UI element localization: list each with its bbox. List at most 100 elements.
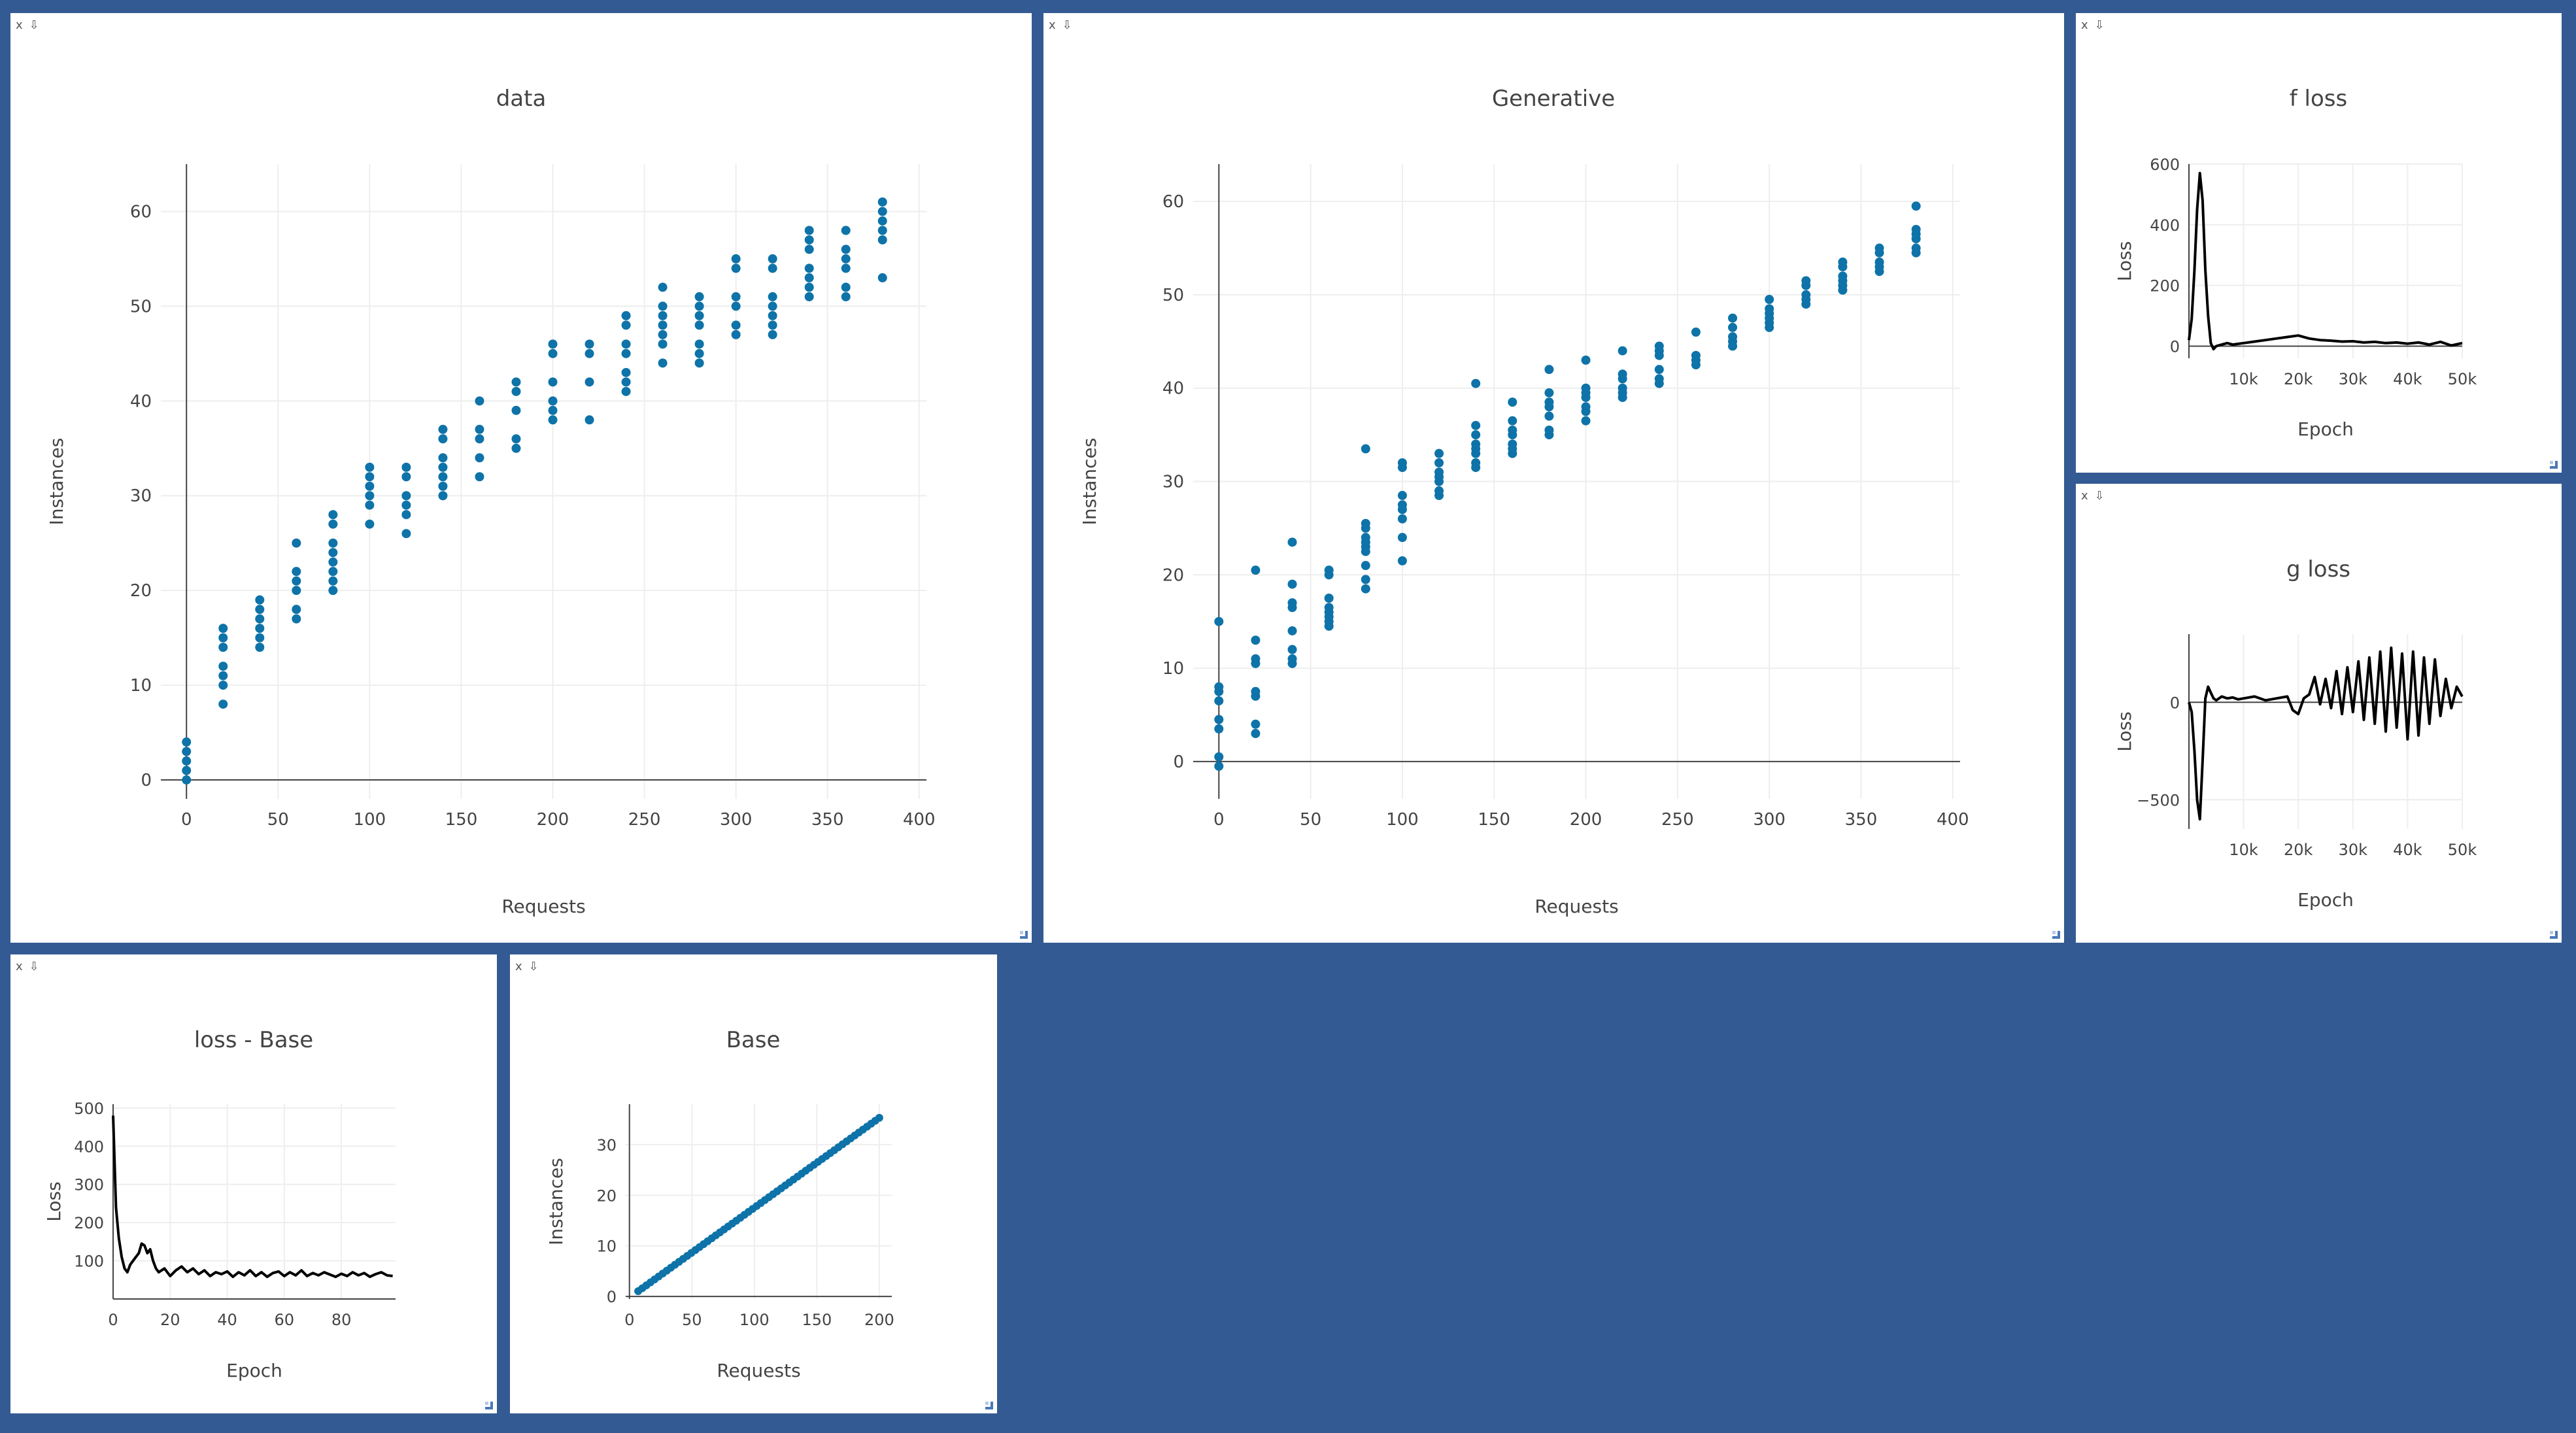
chart-title: Generative <box>1492 86 1615 112</box>
data-point <box>1618 383 1627 393</box>
data-point <box>328 567 338 577</box>
resize-handle[interactable] <box>2547 928 2558 939</box>
y-tick-label: 50 <box>1162 286 1184 305</box>
data-point <box>292 576 301 586</box>
pane-toolbar: x ⇩ <box>16 16 39 35</box>
y-tick-label: 60 <box>130 202 152 222</box>
data-point <box>328 576 338 586</box>
y-tick-label: 30 <box>130 486 152 506</box>
x-tick-label: 400 <box>1937 810 1969 830</box>
data-point <box>1544 411 1554 421</box>
x-axis-label: Epoch <box>226 1360 282 1381</box>
resize-handle[interactable] <box>2050 928 2060 939</box>
x-axis-label: Epoch <box>2297 889 2354 911</box>
pin-icon[interactable]: ⇩ <box>2094 489 2105 503</box>
data-point <box>1911 224 1921 234</box>
data-point <box>1508 439 1517 449</box>
data-point <box>255 633 265 643</box>
data-point <box>731 329 741 339</box>
loss-line <box>2188 646 2464 821</box>
data-point <box>548 377 558 387</box>
data-point <box>1251 729 1261 739</box>
data-point <box>694 348 704 358</box>
close-icon[interactable]: x <box>515 960 522 973</box>
x-tick-label: 300 <box>1753 810 1786 830</box>
pin-icon[interactable]: ⇩ <box>1062 18 1072 32</box>
y-tick-label: 60 <box>1162 192 1184 212</box>
data-point <box>255 643 265 652</box>
data-point <box>1728 322 1738 332</box>
x-tick-label: 40 <box>217 1311 237 1329</box>
x-tick-label: 0 <box>181 810 192 830</box>
data-point <box>658 301 668 311</box>
data-point <box>292 605 301 615</box>
pin-icon[interactable]: ⇩ <box>29 960 39 973</box>
data-point <box>1691 328 1701 337</box>
data-point <box>438 434 448 444</box>
data-point <box>1471 439 1481 449</box>
data-point <box>1251 635 1261 645</box>
data-point <box>255 595 265 605</box>
chart-title: data <box>496 86 547 112</box>
close-icon[interactable]: x <box>2081 489 2088 503</box>
data-point <box>1324 603 1334 613</box>
data-point <box>841 254 851 263</box>
data-point <box>1544 397 1554 407</box>
resize-handle[interactable] <box>2547 458 2558 469</box>
base-chart-pane: x ⇩ 0 50 100 150 200 0 10 20 30 Base Requests Instanc… <box>510 954 997 1413</box>
data-point <box>1214 682 1224 692</box>
y-axis-label: Instances <box>545 1158 567 1245</box>
data-point <box>694 311 704 320</box>
data-point <box>1544 365 1554 375</box>
data-point <box>1471 420 1481 430</box>
close-icon[interactable]: x <box>1049 18 1056 32</box>
data-point <box>292 538 301 548</box>
x-tick-label: 200 <box>1570 810 1602 830</box>
data-point <box>255 605 265 615</box>
data-point <box>218 681 228 690</box>
resize-handle[interactable] <box>983 1399 993 1409</box>
data-point <box>731 254 741 263</box>
data-point <box>328 519 338 529</box>
data-point <box>841 226 851 235</box>
close-icon[interactable]: x <box>2081 18 2088 32</box>
data-point <box>1581 402 1591 412</box>
x-tick-label: 30k <box>2339 841 2368 859</box>
generative-chart-pane: x ⇩ 0 50 100 150 200 250 300 350 400 0 10 20 30 40 50 60 G… <box>1043 13 2064 943</box>
data-point <box>841 244 851 254</box>
data-point <box>694 320 704 330</box>
pin-icon[interactable]: ⇩ <box>528 960 539 973</box>
y-tick-label: 20 <box>130 581 152 601</box>
data-point <box>1471 379 1481 388</box>
data-point <box>1214 752 1224 762</box>
loss-line <box>2188 171 2463 351</box>
data-point <box>1214 724 1224 733</box>
data-point <box>548 405 558 415</box>
data-point <box>475 472 484 482</box>
pane-toolbar: x ⇩ <box>16 957 39 977</box>
x-tick-label: 100 <box>739 1311 770 1329</box>
data-point <box>1544 388 1554 397</box>
pin-icon[interactable]: ⇩ <box>2094 18 2105 32</box>
close-icon[interactable]: x <box>16 960 23 973</box>
data-point <box>365 472 375 482</box>
data-point <box>841 282 851 292</box>
data-point <box>1581 383 1591 393</box>
close-icon[interactable]: x <box>16 18 23 32</box>
data-point <box>218 643 228 652</box>
x-axis-label: Requests <box>1534 896 1618 917</box>
x-tick-label: 50 <box>682 1311 702 1329</box>
y-tick-label: 30 <box>596 1136 617 1155</box>
x-tick-label: 150 <box>802 1311 832 1329</box>
chart-svg: 0 20 40 60 80 100 200 300 400 500 loss - Base Epoch… <box>43 1027 396 1381</box>
data-point <box>877 207 887 216</box>
data-point <box>877 226 887 235</box>
data-point <box>841 263 851 273</box>
data-point <box>328 538 338 548</box>
x-tick-label: 20k <box>2284 841 2313 859</box>
resize-handle[interactable] <box>483 1399 493 1409</box>
resize-handle[interactable] <box>1017 928 1028 939</box>
chart-title: g loss <box>2286 556 2350 582</box>
pin-icon[interactable]: ⇩ <box>29 18 39 32</box>
data-point <box>218 662 228 671</box>
